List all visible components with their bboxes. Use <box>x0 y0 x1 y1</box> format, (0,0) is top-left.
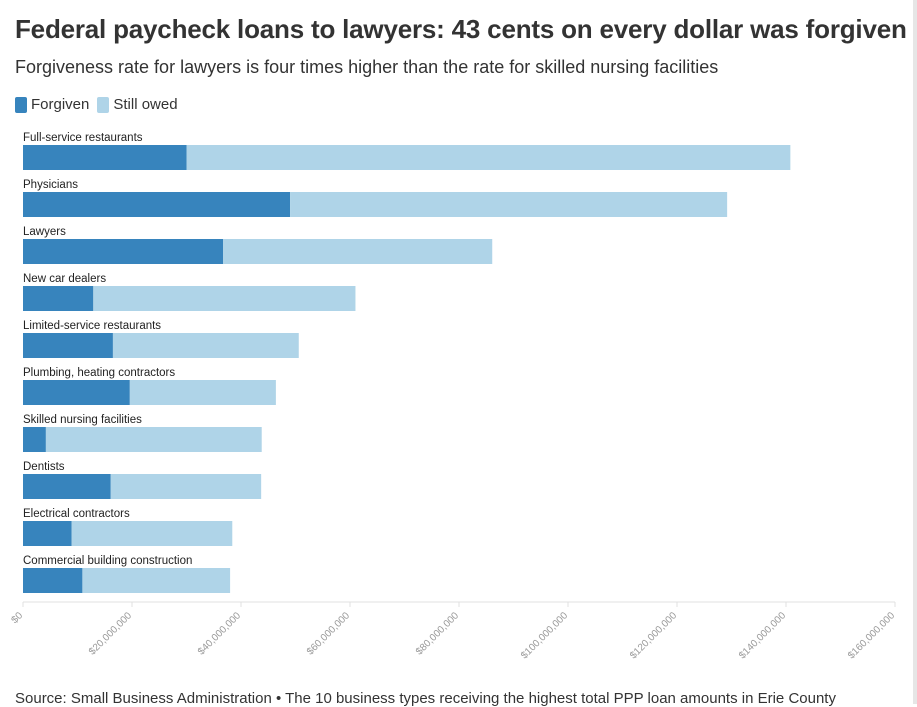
legend-swatch-forgiven <box>15 96 27 113</box>
category-label: Plumbing, heating contractors <box>23 367 175 379</box>
bar-still-owed <box>223 239 493 264</box>
x-tick-label: $140,000,000 <box>737 610 788 661</box>
category-label: Skilled nursing facilities <box>23 414 142 426</box>
category-label: Electrical contractors <box>23 508 130 520</box>
bar-still-owed <box>82 568 231 593</box>
bar-still-owed <box>110 474 262 499</box>
x-tick-label: $40,000,000 <box>196 610 243 657</box>
bar-still-owed <box>129 380 276 405</box>
legend-swatch-still-owed <box>97 96 110 113</box>
x-tick-label: $0 <box>9 610 25 626</box>
bar-forgiven <box>23 474 111 499</box>
bar-still-owed <box>290 192 728 217</box>
category-label: New car dealers <box>23 273 106 285</box>
x-tick-label: $60,000,000 <box>305 610 352 657</box>
x-tick-label: $80,000,000 <box>414 610 461 657</box>
bar-forgiven <box>23 333 113 358</box>
chart-title: Federal paycheck loans to lawyers: 43 ce… <box>15 14 907 44</box>
bar-still-owed <box>112 333 299 358</box>
x-tick-label: $100,000,000 <box>519 610 570 661</box>
bar-forgiven <box>23 145 187 170</box>
bar-still-owed <box>71 521 233 546</box>
bar-forgiven <box>23 568 83 593</box>
bar-forgiven <box>23 521 72 546</box>
bar-forgiven <box>23 239 224 264</box>
bar-forgiven <box>23 427 46 452</box>
category-label: Lawyers <box>23 226 66 238</box>
bar-still-owed <box>93 286 356 311</box>
category-label: Commercial building construction <box>23 555 192 567</box>
bar-still-owed <box>186 145 791 170</box>
legend: Forgiven Still owed <box>15 96 186 113</box>
legend-item-forgiven: Forgiven <box>15 96 89 113</box>
source-note: Source: Small Business Administration • … <box>15 690 836 707</box>
bar-forgiven <box>23 192 291 217</box>
bar-still-owed <box>45 427 262 452</box>
category-label: Full-service restaurants <box>23 132 143 144</box>
bar-forgiven <box>23 286 94 311</box>
bar-forgiven <box>23 380 130 405</box>
category-label: Dentists <box>23 461 65 473</box>
x-tick-label: $160,000,000 <box>846 610 897 661</box>
legend-item-still-owed: Still owed <box>97 96 178 113</box>
legend-label-forgiven: Forgiven <box>31 96 90 113</box>
category-label: Physicians <box>23 179 78 191</box>
chart-subtitle: Forgiveness rate for lawyers is four tim… <box>15 57 719 77</box>
x-tick-label: $120,000,000 <box>628 610 679 661</box>
bar-chart: Full-service restaurants Physicians Lawyer… <box>9 132 897 661</box>
legend-label-still-owed: Still owed <box>113 96 178 113</box>
x-tick-label: $20,000,000 <box>87 610 134 657</box>
category-label: Limited-service restaurants <box>23 320 161 332</box>
